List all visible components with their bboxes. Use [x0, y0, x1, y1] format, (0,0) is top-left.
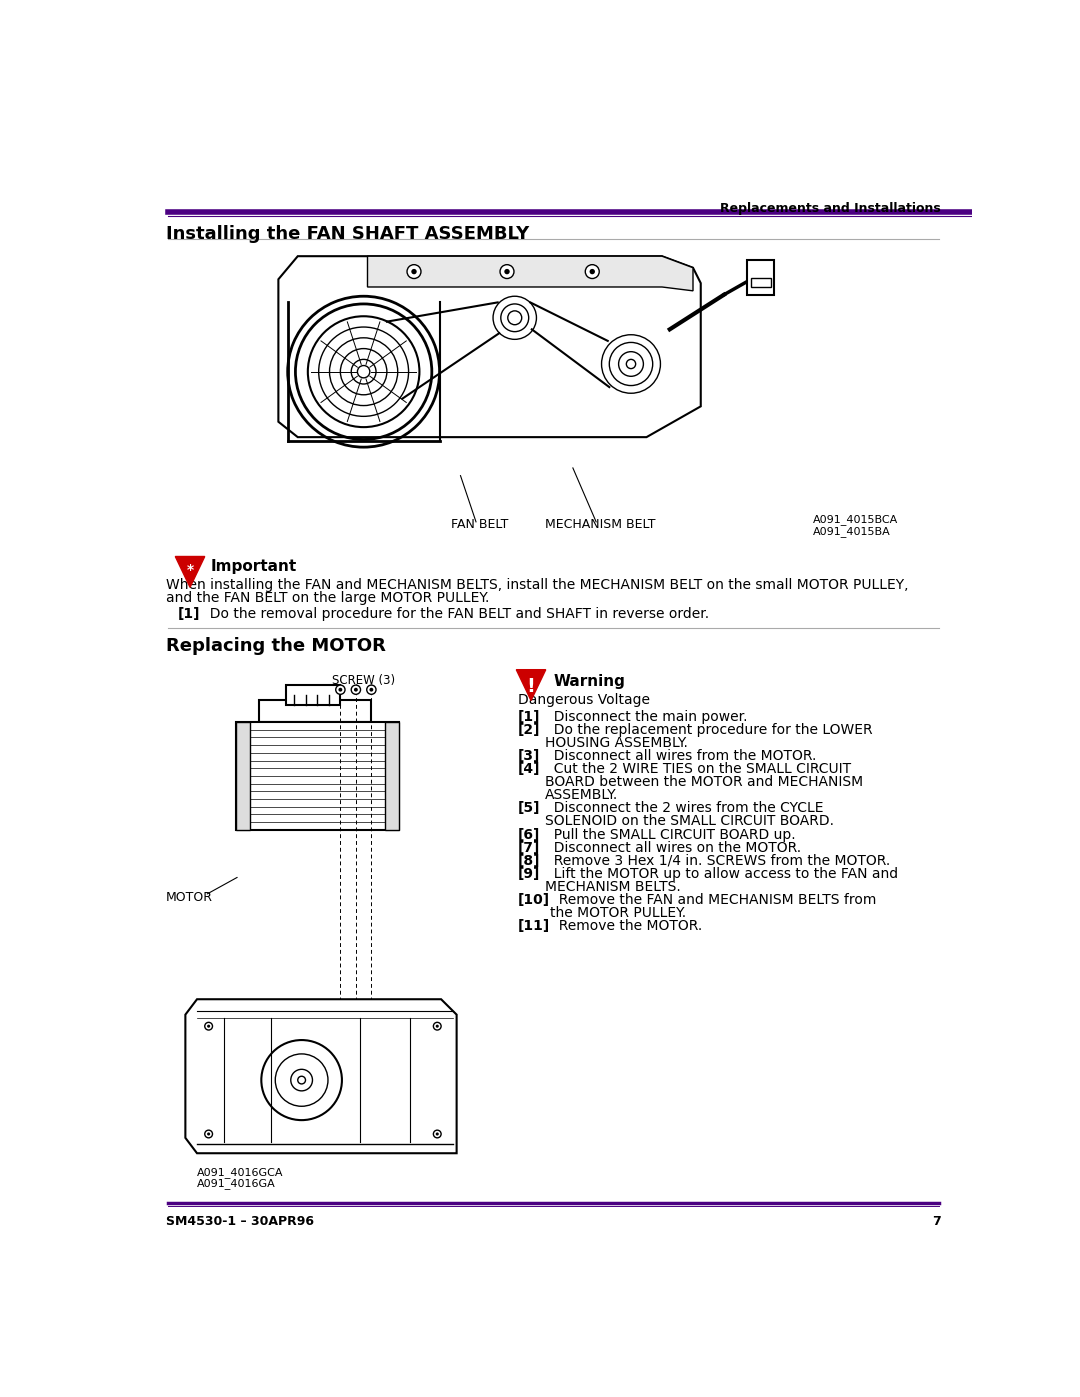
Circle shape — [338, 687, 342, 692]
Text: A091_4015BCA: A091_4015BCA — [813, 514, 899, 525]
Polygon shape — [186, 999, 457, 1154]
Text: HOUSING ASSEMBLY.: HOUSING ASSEMBLY. — [545, 736, 688, 750]
Text: [11]: [11] — [517, 919, 550, 933]
Circle shape — [411, 268, 417, 274]
Text: Disconnect all wires on the MOTOR.: Disconnect all wires on the MOTOR. — [545, 841, 801, 855]
Text: When installing the FAN and MECHANISM BELTS, install the MECHANISM BELT on the s: When installing the FAN and MECHANISM BE… — [166, 578, 908, 592]
Bar — [384, 722, 399, 830]
Text: [9]: [9] — [517, 866, 540, 880]
Polygon shape — [367, 256, 693, 291]
Text: MECHANISM BELT: MECHANISM BELT — [544, 518, 656, 531]
Circle shape — [354, 687, 357, 692]
Text: MECHANISM BELTS.: MECHANISM BELTS. — [545, 880, 680, 894]
Text: [10]: [10] — [517, 893, 550, 907]
Text: SM4530-1 – 30APR96: SM4530-1 – 30APR96 — [166, 1215, 314, 1228]
Circle shape — [351, 685, 361, 694]
Text: Replacing the MOTOR: Replacing the MOTOR — [166, 637, 386, 655]
Text: Remove 3 Hex 1/4 in. SCREWS from the MOTOR.: Remove 3 Hex 1/4 in. SCREWS from the MOT… — [545, 854, 890, 868]
Text: Replacements and Installations: Replacements and Installations — [720, 203, 941, 215]
Text: [7]: [7] — [517, 841, 540, 855]
Polygon shape — [175, 556, 205, 587]
Text: [4]: [4] — [517, 763, 540, 777]
Text: 7: 7 — [932, 1215, 941, 1228]
Text: FAN BELT: FAN BELT — [451, 518, 509, 531]
Circle shape — [500, 264, 514, 278]
Text: Warning: Warning — [554, 673, 625, 689]
Text: Remove the FAN and MECHANISM BELTS from: Remove the FAN and MECHANISM BELTS from — [551, 893, 877, 907]
Text: [1]: [1] — [177, 608, 200, 622]
Circle shape — [369, 687, 374, 692]
Text: A091_4016GCA: A091_4016GCA — [197, 1166, 283, 1178]
Text: A091_4015BA: A091_4015BA — [813, 525, 891, 536]
Text: Disconnect all wires from the MOTOR.: Disconnect all wires from the MOTOR. — [545, 749, 816, 763]
Circle shape — [207, 1133, 211, 1136]
Text: SCREW (3): SCREW (3) — [332, 675, 395, 687]
Text: Important: Important — [211, 559, 297, 574]
Text: [2]: [2] — [517, 722, 540, 736]
Text: [6]: [6] — [517, 827, 540, 841]
Text: Remove the MOTOR.: Remove the MOTOR. — [551, 919, 703, 933]
Bar — [751, 278, 770, 286]
Bar — [259, 700, 372, 722]
Text: BOARD between the MOTOR and MECHANISM: BOARD between the MOTOR and MECHANISM — [545, 775, 863, 789]
Circle shape — [504, 268, 510, 274]
Text: and the FAN BELT on the large MOTOR PULLEY.: and the FAN BELT on the large MOTOR PULL… — [166, 591, 489, 605]
Bar — [286, 685, 340, 705]
Text: *: * — [187, 563, 193, 577]
Text: Lift the MOTOR up to allow access to the FAN and: Lift the MOTOR up to allow access to the… — [545, 866, 899, 880]
Text: Dangerous Voltage: Dangerous Voltage — [517, 693, 650, 707]
Circle shape — [336, 685, 345, 694]
Circle shape — [207, 1024, 211, 1028]
Text: SOLENOID on the SMALL CIRCUIT BOARD.: SOLENOID on the SMALL CIRCUIT BOARD. — [545, 814, 834, 828]
Bar — [235, 722, 249, 830]
Circle shape — [205, 1130, 213, 1137]
Circle shape — [435, 1133, 438, 1136]
Circle shape — [585, 264, 599, 278]
Text: [1]: [1] — [517, 710, 540, 724]
Text: [8]: [8] — [517, 854, 540, 868]
Circle shape — [435, 1024, 438, 1028]
Text: Disconnect the 2 wires from the CYCLE: Disconnect the 2 wires from the CYCLE — [545, 802, 823, 816]
Circle shape — [367, 685, 376, 694]
Circle shape — [407, 264, 421, 278]
Text: [5]: [5] — [517, 802, 540, 816]
Bar — [747, 260, 774, 295]
Bar — [235, 722, 399, 830]
Text: MOTOR: MOTOR — [166, 891, 213, 904]
Circle shape — [433, 1130, 441, 1137]
Text: Pull the SMALL CIRCUIT BOARD up.: Pull the SMALL CIRCUIT BOARD up. — [545, 827, 796, 841]
Text: Installing the FAN SHAFT ASSEMBLY: Installing the FAN SHAFT ASSEMBLY — [166, 225, 529, 243]
Text: Cut the 2 WIRE TIES on the SMALL CIRCUIT: Cut the 2 WIRE TIES on the SMALL CIRCUIT — [545, 763, 851, 777]
Text: Do the removal procedure for the FAN BELT and SHAFT in reverse order.: Do the removal procedure for the FAN BEL… — [201, 608, 708, 622]
Text: A091_4016GA: A091_4016GA — [197, 1178, 275, 1189]
Text: Do the replacement procedure for the LOWER: Do the replacement procedure for the LOW… — [545, 722, 873, 736]
Text: ASSEMBLY.: ASSEMBLY. — [545, 788, 618, 802]
Polygon shape — [279, 256, 701, 437]
Text: Disconnect the main power.: Disconnect the main power. — [545, 710, 747, 724]
Text: [3]: [3] — [517, 749, 540, 763]
Circle shape — [433, 1023, 441, 1030]
Circle shape — [205, 1023, 213, 1030]
Circle shape — [590, 268, 595, 274]
Text: !: ! — [527, 678, 536, 696]
Polygon shape — [516, 669, 545, 700]
Text: the MOTOR PULLEY.: the MOTOR PULLEY. — [551, 907, 687, 921]
